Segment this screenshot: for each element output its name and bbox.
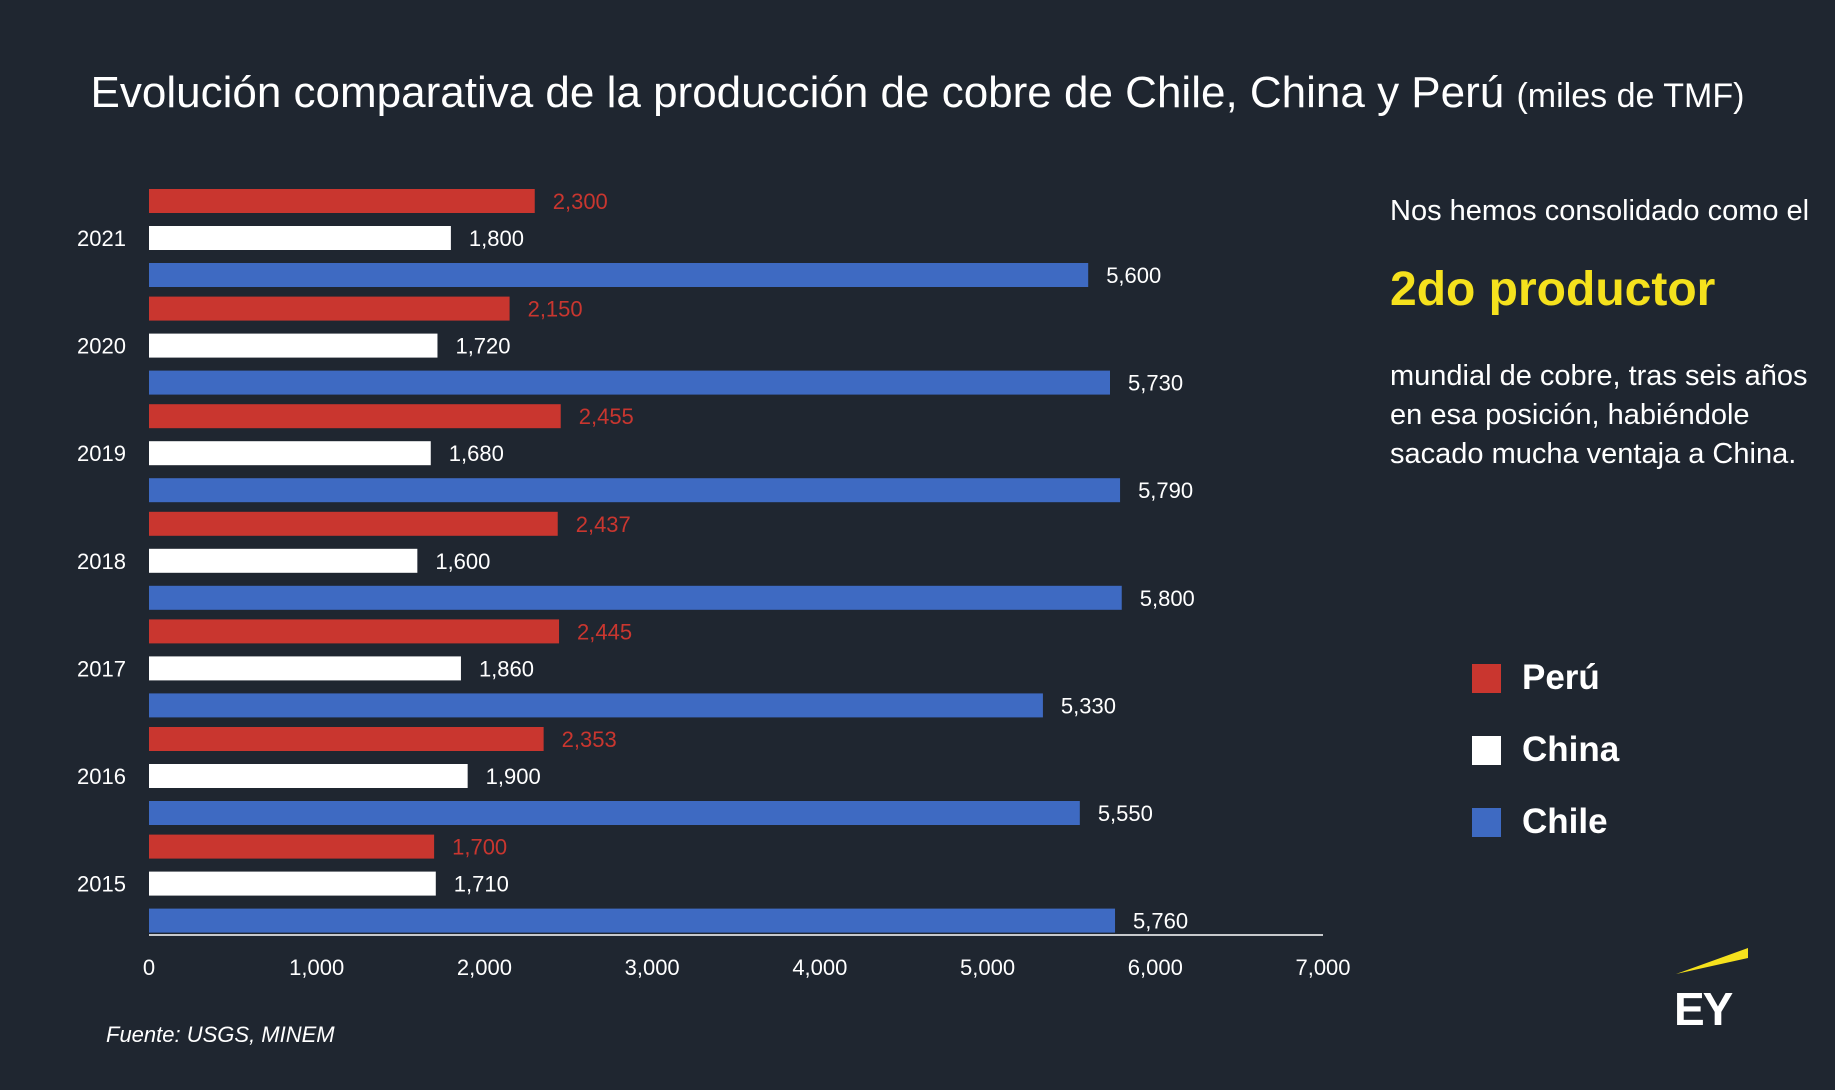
y-tick-label: 2016: [77, 764, 126, 789]
legend-label-peru: Perú: [1522, 658, 1600, 697]
x-tick-label: 6,000: [1128, 955, 1183, 980]
data-label: 5,730: [1128, 371, 1183, 396]
y-tick-label: 2021: [77, 226, 126, 251]
bar-chile-2020: [149, 370, 1111, 395]
legend: Perú China Chile: [1472, 642, 1619, 858]
x-tick-label: 1,000: [289, 955, 344, 980]
bar-perú-2019: [149, 404, 561, 429]
x-tick-label: 7,000: [1295, 955, 1350, 980]
data-label: 1,800: [469, 226, 524, 251]
bar-perú-2015: [149, 834, 435, 859]
bar-perú-2017: [149, 619, 560, 644]
bar-china-2021: [149, 226, 451, 250]
bar-chile-2015: [149, 908, 1116, 933]
data-label: 5,760: [1133, 909, 1188, 934]
data-label: 2,150: [528, 297, 583, 322]
bar-china-2015: [149, 871, 436, 896]
legend-label-china: China: [1522, 730, 1620, 769]
side-text-highlight: 2do productor: [1390, 263, 1716, 316]
ey-logo: EY: [1674, 983, 1733, 1035]
x-tick-label: 5,000: [960, 955, 1015, 980]
legend-label-chile: Chile: [1522, 802, 1608, 841]
bar-china-2016: [149, 764, 468, 788]
y-tick-label: 2018: [77, 549, 126, 574]
bar-chile-2019: [149, 478, 1121, 503]
bar-china-2020: [149, 333, 438, 358]
data-label: 1,600: [435, 549, 490, 574]
bar-chile-2017: [149, 693, 1043, 718]
ey-logo-beam-icon: [1676, 948, 1748, 974]
bar-china-2019: [149, 441, 431, 466]
bar-perú-2016: [149, 727, 544, 751]
x-tick-label: 0: [143, 955, 155, 980]
data-label: 2,353: [562, 727, 617, 752]
y-tick-label: 2015: [77, 872, 126, 897]
data-label: 2,455: [579, 404, 634, 429]
bar-perú-2018: [149, 511, 558, 536]
bar-chile-2016: [149, 801, 1080, 825]
legend-swatch-peru: [1472, 663, 1501, 693]
bar-chile-2018: [149, 585, 1122, 610]
bar-china-2017: [149, 656, 461, 681]
x-tick-label: 4,000: [792, 955, 847, 980]
chart-title-unit: (miles de TMF): [1516, 77, 1745, 115]
source-note: Fuente: USGS, MINEM: [106, 1022, 335, 1047]
legend-swatch-chile: [1472, 807, 1501, 837]
data-label: 5,790: [1138, 478, 1193, 503]
side-text-intro: Nos hemos consolidado como el: [1390, 195, 1810, 227]
legend-item-chile: Chile: [1472, 786, 1619, 858]
legend-swatch-china: [1472, 735, 1501, 765]
x-tick-label: 2,000: [457, 955, 512, 980]
bar-china-2018: [149, 548, 418, 573]
y-tick-label: 2017: [77, 656, 126, 681]
bar-perú-2021: [149, 189, 535, 213]
data-label: 2,437: [576, 512, 631, 537]
data-label: 5,800: [1140, 586, 1195, 611]
data-label: 1,700: [452, 835, 507, 860]
chart-title: Evolución comparativa de la producción d…: [0, 68, 1835, 118]
side-text-body: mundial de cobre, tras seis años en esa …: [1390, 360, 1808, 470]
bar-perú-2020: [149, 296, 510, 321]
bar-chile-2021: [149, 263, 1089, 287]
data-label: 2,445: [577, 619, 632, 644]
data-label: 5,600: [1106, 263, 1161, 288]
data-label: 5,330: [1061, 693, 1116, 718]
data-label: 1,860: [479, 656, 534, 681]
data-label: 2,300: [553, 189, 608, 214]
data-label: 1,720: [455, 334, 510, 359]
side-annotation: Nos hemos consolidado como el 2do produc…: [1390, 192, 1820, 474]
chart-title-text: Evolución comparativa de la producción d…: [90, 68, 1505, 117]
data-label: 1,680: [449, 441, 504, 466]
data-label: 5,550: [1098, 801, 1153, 826]
legend-item-china: China: [1472, 714, 1619, 786]
y-tick-label: 2019: [77, 441, 126, 466]
data-label: 1,900: [486, 764, 541, 789]
y-tick-label: 2020: [77, 334, 126, 359]
data-label: 1,710: [454, 872, 509, 897]
x-tick-label: 3,000: [625, 955, 680, 980]
legend-item-peru: Perú: [1472, 642, 1619, 714]
